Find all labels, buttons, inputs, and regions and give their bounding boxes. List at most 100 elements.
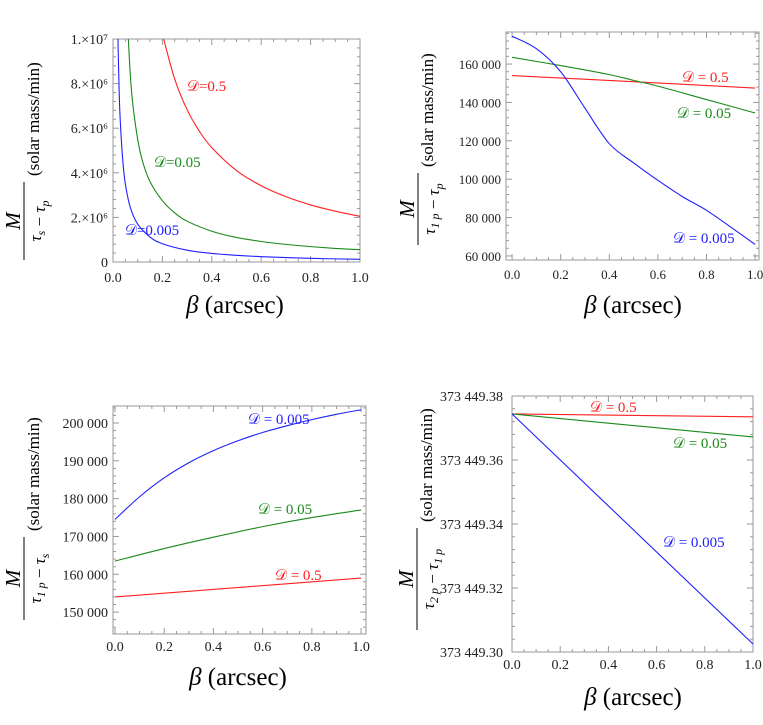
y-tick-label: 80 000 bbox=[465, 211, 501, 226]
y-tick-label: 150 000 bbox=[63, 606, 109, 621]
x-tick-label: 1.0 bbox=[744, 658, 762, 673]
y-label-numerator: M bbox=[1, 568, 25, 588]
x-tick-label: 0.2 bbox=[553, 267, 569, 282]
minus-sign: − bbox=[424, 195, 443, 213]
x-tick-label: 1.0 bbox=[747, 267, 763, 282]
y-label-unit: (solar mass/min) bbox=[417, 408, 436, 522]
y-label-unit: (solar mass/min) bbox=[24, 62, 43, 176]
series-group bbox=[114, 409, 362, 598]
symbol: τ bbox=[30, 206, 49, 213]
plot-frame bbox=[505, 31, 760, 261]
chart-panel-4: 0.0 0.2 0.4 0.6 0.8 1.0 373 449.30 373 449.32 37… bbox=[394, 390, 762, 711]
series-label-3: 𝒟 = 0.005 bbox=[673, 231, 735, 247]
series-line-1 bbox=[163, 39, 360, 217]
x-tick-label: 0.0 bbox=[106, 640, 124, 655]
subscript: s bbox=[34, 230, 48, 235]
beta-symbol: β bbox=[185, 292, 199, 319]
plot-frame bbox=[511, 395, 754, 653]
y-tick-label: 190 000 bbox=[63, 455, 109, 470]
chart-panel-1: 0.0 0.2 0.4 0.6 0.8 1.0 0 2.×10⁶ 4.×10⁶ 6.×10⁶ 8.×… bbox=[1, 33, 369, 319]
subscript: 1 p bbox=[431, 549, 445, 564]
series-label-1: 𝒟=0.5 bbox=[187, 79, 226, 95]
x-tick-label: 0.6 bbox=[254, 640, 272, 655]
y-label-numerator: M bbox=[1, 211, 25, 231]
series-line-3 bbox=[511, 35, 756, 245]
series-line-2 bbox=[511, 56, 756, 114]
subscript: 2 p bbox=[427, 588, 441, 603]
x-tick-label: 0.6 bbox=[252, 271, 270, 286]
x-tick-label: 0.2 bbox=[155, 640, 173, 655]
beta-symbol: β bbox=[583, 292, 597, 319]
chart-panel-2: 0.0 0.2 0.4 0.6 0.8 1.0 60 000 80 000 100 000 120… bbox=[395, 31, 763, 319]
series-line-1 bbox=[512, 75, 756, 89]
y-tick-label: 8.×10⁶ bbox=[71, 78, 108, 93]
y-tick-label: 373 449.36 bbox=[440, 454, 503, 469]
y-label-denominator: τ2 p − τ1 p bbox=[419, 549, 445, 609]
x-tick-label: 0.6 bbox=[648, 658, 666, 673]
series-label-2: 𝒟 = 0.05 bbox=[673, 436, 727, 452]
y-label-denominator: τ1 p − τp bbox=[420, 183, 446, 234]
y-tick-label: 140 000 bbox=[459, 95, 501, 110]
minus-sign: − bbox=[30, 213, 49, 231]
series-group bbox=[512, 413, 753, 645]
x-tick-label: 0.8 bbox=[698, 267, 714, 282]
x-tick-label: 1.0 bbox=[352, 640, 370, 655]
series-line-3 bbox=[512, 413, 753, 645]
x-tick-label: 0.4 bbox=[205, 640, 223, 655]
x-axis-label: β (arcsec) bbox=[583, 292, 682, 319]
symbol: τ bbox=[423, 563, 442, 570]
y-tick-label: 373 449.32 bbox=[440, 582, 503, 597]
series-line-2 bbox=[512, 413, 753, 438]
x-axis-label: β (arcsec) bbox=[185, 292, 284, 319]
y-tick-label: 0 bbox=[101, 256, 108, 271]
y-label-unit: (solar mass/min) bbox=[418, 53, 437, 167]
chart-panel-3: 0.0 0.2 0.4 0.6 0.8 1.0 150 000 160 000 170 000 1… bbox=[1, 405, 370, 691]
series-line-3 bbox=[114, 577, 362, 598]
x-tick-label: 0.8 bbox=[696, 658, 714, 673]
y-label-unit: (solar mass/min) bbox=[24, 417, 43, 531]
x-axis-label: β (arcsec) bbox=[583, 684, 682, 711]
y-tick-label: 100 000 bbox=[459, 172, 501, 187]
y-tick-label: 373 449.34 bbox=[440, 518, 503, 533]
series-line-2 bbox=[127, 39, 360, 251]
x-unit: (arcsec) bbox=[597, 684, 682, 711]
x-tick-label: 0.4 bbox=[600, 658, 618, 673]
beta-symbol: β bbox=[583, 684, 597, 711]
series-label-2: 𝒟 = 0.05 bbox=[258, 502, 312, 518]
series-label-3: 𝒟 = 0.005 bbox=[663, 535, 725, 551]
x-axis-label: β (arcsec) bbox=[188, 664, 287, 691]
x-tick-label: 0.0 bbox=[504, 267, 520, 282]
y-tick-label: 373 449.38 bbox=[440, 390, 503, 405]
series-group bbox=[511, 35, 756, 245]
x-tick-label: 0.0 bbox=[503, 658, 521, 673]
subscript: 1 p bbox=[428, 214, 442, 229]
subscript: p bbox=[38, 201, 52, 208]
symbol: τ bbox=[420, 228, 439, 235]
y-label-denominator: τs − τp bbox=[26, 201, 52, 242]
y-label-denominator: τ1 p − τs bbox=[26, 553, 52, 603]
x-unit: (arcsec) bbox=[597, 292, 682, 319]
subscript: p bbox=[432, 183, 446, 190]
x-tick-label: 0.4 bbox=[203, 271, 221, 286]
series-label-1: 𝒟 = 0.5 bbox=[682, 70, 729, 86]
y-tick-label: 200 000 bbox=[63, 417, 109, 432]
y-tick-label: 1.×10⁷ bbox=[71, 33, 108, 48]
x-tick-label: 1.0 bbox=[351, 271, 369, 286]
series-label-3: 𝒟=0.005 bbox=[125, 223, 179, 239]
plot-frame bbox=[112, 405, 367, 635]
y-tick-label: 170 000 bbox=[63, 530, 109, 545]
series-line-1 bbox=[114, 409, 362, 520]
y-tick-label: 2.×10⁶ bbox=[71, 211, 108, 226]
y-tick-label: 373 449.30 bbox=[440, 646, 503, 661]
beta-symbol: β bbox=[188, 664, 202, 691]
subscript: 1 p bbox=[34, 582, 48, 597]
y-axis-label: Mτ2 p − τ1 p(solar mass/min) bbox=[394, 408, 445, 630]
x-tick-label: 0.8 bbox=[302, 271, 320, 286]
y-tick-label: 160 000 bbox=[459, 57, 501, 72]
y-axis-label: Mτs − τp(solar mass/min) bbox=[1, 62, 52, 260]
y-tick-label: 4.×10⁶ bbox=[71, 167, 108, 182]
x-unit: (arcsec) bbox=[199, 292, 284, 319]
x-tick-label: 0.6 bbox=[650, 267, 667, 282]
y-tick-label: 6.×10⁶ bbox=[71, 122, 108, 137]
